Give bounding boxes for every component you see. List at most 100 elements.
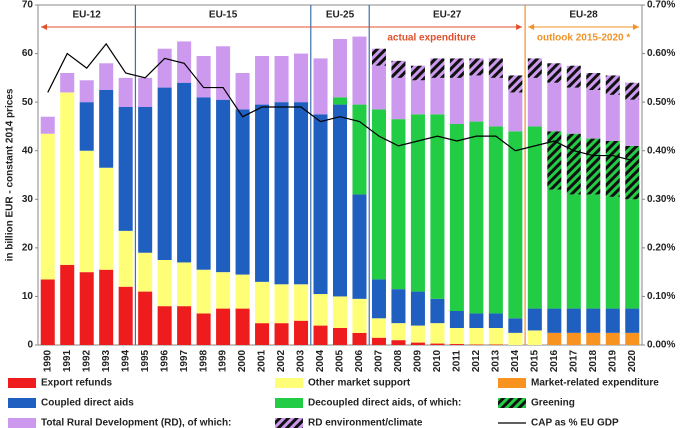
x-tick-label: 2013 — [491, 349, 502, 372]
x-tick-label: 1991 — [62, 349, 73, 372]
period-label: EU-27 — [433, 10, 462, 21]
x-tick-label: 2004 — [315, 349, 326, 372]
bar-segment — [391, 289, 406, 324]
bar-segment — [138, 77, 153, 107]
bar-segment — [371, 109, 386, 280]
bar-segment — [430, 343, 445, 345]
bar-segment — [508, 131, 523, 319]
x-tick-label: 2012 — [471, 349, 482, 372]
bar-segment — [255, 56, 270, 105]
x-tick-label: 2019 — [607, 349, 618, 372]
bar-segment — [410, 80, 425, 115]
bar-segment — [196, 313, 211, 345]
x-tick-label: 2002 — [276, 349, 287, 372]
bar-segment — [294, 102, 309, 285]
bar-segment — [118, 77, 133, 107]
x-tick-label: 1993 — [101, 349, 112, 372]
legend-label: RD environment/climate — [308, 418, 423, 428]
legend-swatch — [8, 398, 36, 408]
x-tick-label: 2014 — [510, 349, 521, 372]
bar-segment — [196, 56, 211, 98]
y2-tick-label: 0.40% — [647, 145, 675, 156]
x-tick-label: 1998 — [198, 349, 209, 372]
bar-segment — [255, 281, 270, 324]
bar-segment — [177, 306, 192, 345]
bar-segment — [40, 133, 55, 280]
bar-segment — [274, 56, 289, 103]
x-tick-label: 1990 — [42, 349, 53, 372]
bar-segment — [430, 58, 445, 78]
legend-label: Decoupled direct aids, of which: — [308, 398, 461, 409]
bar-segment — [391, 340, 406, 345]
bar-segment — [60, 73, 75, 93]
bar-segment — [294, 284, 309, 321]
legend-swatch — [275, 378, 303, 388]
bar-segment — [586, 138, 601, 195]
arrow-head — [528, 24, 535, 30]
bar-segment — [371, 48, 386, 66]
bar-segment — [410, 325, 425, 343]
y-tick-label: 20 — [22, 242, 34, 253]
bar-segment — [235, 73, 250, 110]
x-tick-label: 2017 — [568, 349, 579, 372]
x-tick-label: 2003 — [296, 349, 307, 372]
period-label: EU-15 — [209, 10, 238, 21]
bar-segment — [625, 199, 640, 309]
bar-segment — [410, 291, 425, 326]
bar-segment — [99, 269, 114, 345]
legend-swatch — [275, 398, 303, 408]
bar-segment — [488, 58, 503, 78]
bar-segment — [40, 116, 55, 134]
period-label: EU-25 — [326, 10, 355, 21]
bar-segment — [605, 332, 620, 345]
y-tick-label: 30 — [22, 194, 34, 205]
bar-segment — [469, 75, 484, 122]
bar-segment — [508, 75, 523, 93]
bar-segment — [235, 308, 250, 345]
bar-segment — [352, 104, 367, 195]
bar-segment — [79, 80, 94, 103]
legend-swatch — [275, 418, 303, 428]
x-tick-label: 2010 — [432, 349, 443, 372]
legend-label: CAP as % EU GDP — [531, 418, 619, 428]
bar-segment — [391, 60, 406, 78]
bar-segment — [430, 298, 445, 324]
bar-segment — [79, 272, 94, 345]
bar-segment — [488, 126, 503, 314]
bar-segment — [586, 73, 601, 90]
bar-segment — [99, 90, 114, 168]
bar-segment — [157, 87, 172, 260]
x-tick-label: 2016 — [549, 349, 560, 372]
bar-segment — [371, 279, 386, 319]
bar-segment — [449, 311, 464, 328]
bar-segment — [196, 97, 211, 270]
phase-label: outlook 2015-2020 * — [537, 33, 630, 44]
bar-segment — [547, 308, 562, 333]
bar-segment — [313, 114, 328, 295]
bar-segment — [391, 323, 406, 341]
bar-segment — [566, 332, 581, 345]
bar-segment — [605, 75, 620, 95]
bar-segment — [235, 109, 250, 275]
bar-segment — [566, 65, 581, 88]
y-tick-label: 60 — [22, 48, 34, 59]
bar-segment — [313, 294, 328, 326]
bar-segment — [196, 269, 211, 314]
bar-segment — [547, 332, 562, 345]
legend-label: Other market support — [308, 378, 411, 389]
bar-segment — [216, 99, 231, 273]
bar-segment — [79, 150, 94, 273]
x-tick-label: 1999 — [218, 349, 229, 372]
bar-segment — [40, 279, 55, 345]
bar-segment — [605, 141, 620, 197]
bar-segment — [177, 262, 192, 307]
y-tick-label: 50 — [22, 97, 34, 108]
bar-segment — [332, 97, 348, 105]
x-tick-label: 1994 — [120, 349, 131, 372]
bar-segment — [625, 82, 640, 100]
x-tick-label: 1996 — [159, 349, 170, 372]
bar-segment — [566, 308, 581, 333]
bar-segment — [488, 328, 503, 345]
y-axis-label: in billion EUR - constant 2014 prices — [5, 88, 16, 261]
y-tick-label: 0 — [27, 340, 33, 351]
